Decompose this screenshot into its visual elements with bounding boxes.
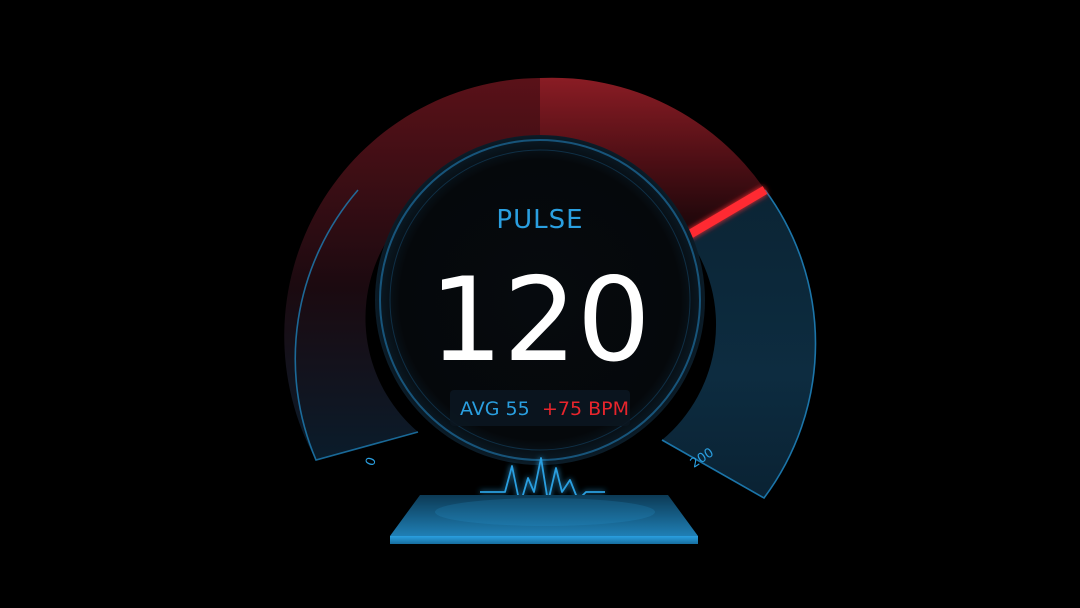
gauge-value: 120	[429, 253, 650, 388]
gauge-inner-ring-faint	[389, 149, 691, 451]
gauge-ring-left-segment	[284, 78, 540, 460]
gauge-stats-strip	[450, 390, 630, 426]
gauge-inner-disc	[375, 135, 705, 465]
gauge-label: PULSE	[496, 205, 583, 235]
gauge-min-label: 0	[363, 455, 380, 468]
gauge-base-glow	[435, 498, 655, 526]
gauge-average: AVG 55	[460, 398, 530, 420]
gauge-ring-blue-segment	[662, 190, 816, 498]
gauge-delta: +75 BPM	[542, 398, 629, 420]
gauge-base-front	[390, 536, 698, 544]
gauge-base-top	[390, 495, 698, 536]
gauge-ring-outline-right	[661, 189, 817, 500]
gauge-needle	[684, 186, 768, 240]
gauge-ring-outline-left	[294, 189, 419, 461]
gauge-ring-red-segment	[540, 77, 765, 236]
